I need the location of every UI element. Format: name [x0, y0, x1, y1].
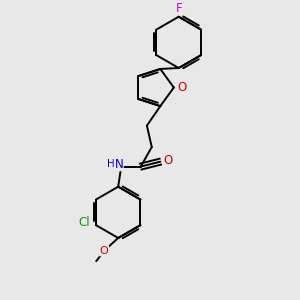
Text: O: O: [178, 81, 187, 94]
Text: Cl: Cl: [78, 216, 90, 229]
Text: F: F: [176, 2, 182, 15]
Text: H: H: [107, 159, 115, 169]
Text: O: O: [100, 246, 109, 256]
Text: N: N: [114, 158, 123, 171]
Text: O: O: [164, 154, 173, 167]
